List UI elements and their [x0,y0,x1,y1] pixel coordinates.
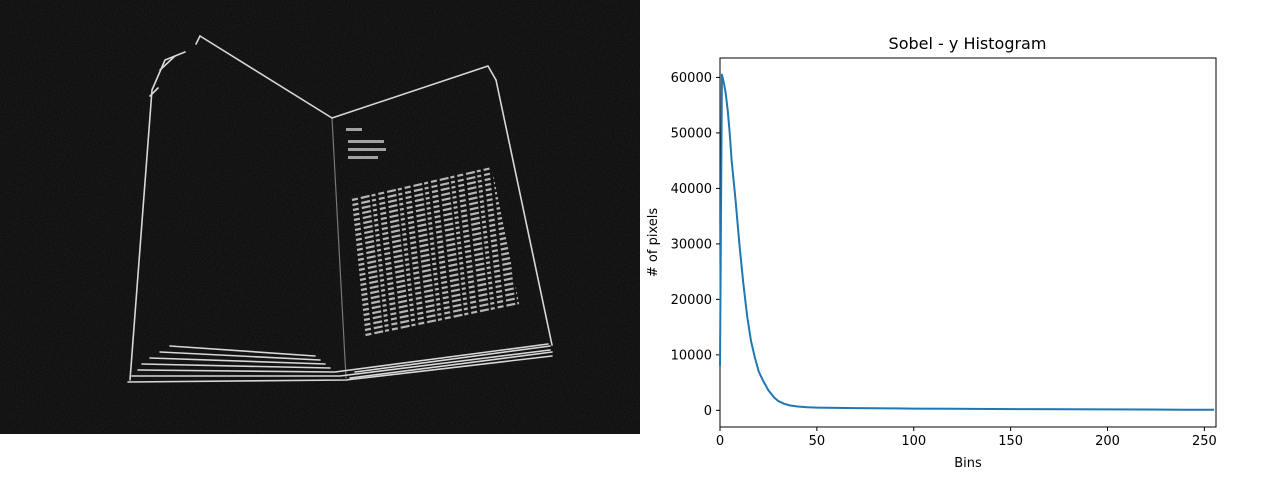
histogram-chart: Sobel - y Histogram 0 50 100 150 200 250 0 100… [646,34,1217,471]
book-text-line [361,261,512,297]
book-text-line [363,286,517,322]
x-tick-label: 100 [901,434,926,449]
book-text-line [364,291,518,327]
x-axis: 0 50 100 150 200 250 [716,427,1217,449]
y-axis-label: # of pixels [646,208,661,277]
book-text-line [353,186,497,222]
book-text-line [360,251,510,287]
chart-title: Sobel - y Histogram [889,34,1047,53]
plot-area-frame [719,57,1217,428]
book-text-line [363,281,516,317]
x-tick-label: 50 [809,434,826,449]
book-text-line [352,176,495,212]
book-text-line [357,221,504,257]
book-text-line [356,216,503,252]
x-tick-label: 250 [1192,434,1217,449]
y-tick-label: 40000 [671,182,712,197]
book-text-line [365,301,520,337]
series-layer [719,73,1215,411]
book-text-line [355,206,501,242]
book-text-line [359,246,509,282]
y-tick-label: 30000 [671,237,712,252]
y-tick-label: 0 [704,404,712,419]
book-text-line [359,241,508,277]
y-axis: 0 10000 20000 30000 40000 50000 60000 [671,71,720,419]
histogram-line [719,73,1215,411]
x-tick-label: 200 [1095,434,1120,449]
book-text-line [351,166,493,202]
y-tick-label: 10000 [671,348,712,363]
book-text-line [354,191,498,227]
book-text-line [358,236,507,272]
book-text-line [355,201,500,237]
book-text-line [356,211,502,247]
x-axis-label: Bins [954,456,982,471]
book-text-line [353,181,496,217]
book-text-line [360,256,511,292]
book-text-line [358,231,506,267]
y-tick-label: 50000 [671,126,712,141]
y-tick-label: 20000 [671,293,712,308]
x-tick-label: 0 [716,434,724,449]
book-text-line [362,276,515,312]
book-text-line [357,226,505,262]
book-text-line [361,266,513,302]
x-tick-label: 150 [998,434,1023,449]
sobel-edge-image [0,0,640,434]
book-text-line [354,196,499,232]
book-text-line [364,296,519,332]
book-text-line [362,271,514,307]
book-text-line [352,171,494,207]
y-tick-label: 60000 [671,71,712,86]
